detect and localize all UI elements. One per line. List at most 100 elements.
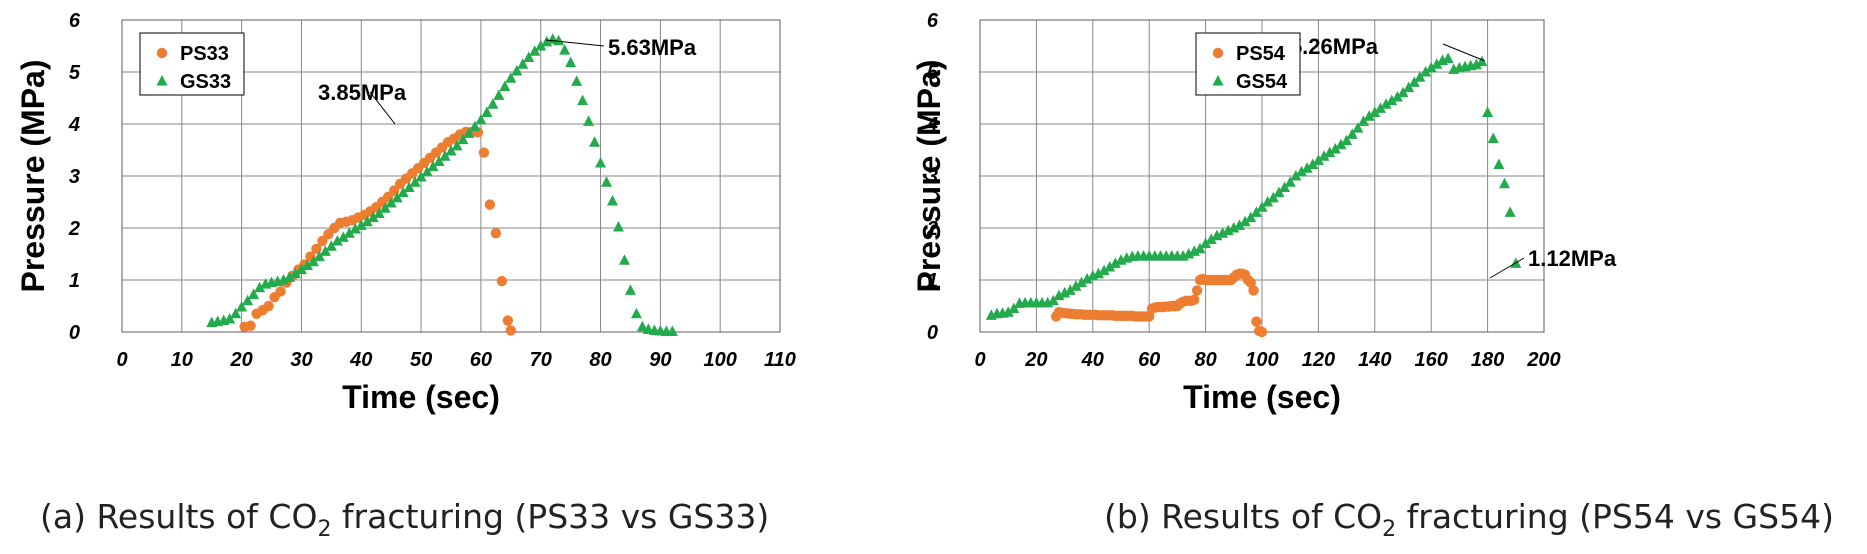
x-tick-label: 80 (589, 349, 611, 371)
annotation-leader (369, 91, 396, 125)
data-point (1425, 61, 1437, 73)
data-point (523, 51, 535, 62)
x-tick-label: 0 (974, 349, 985, 371)
data-point (1504, 206, 1516, 217)
data-point (1358, 115, 1370, 126)
x-tick-label: 40 (349, 349, 372, 371)
data-point (1295, 165, 1307, 177)
data-point (1047, 294, 1059, 306)
data-point (529, 45, 541, 56)
data-point (427, 160, 439, 172)
data-point (583, 115, 595, 126)
x-tick-label: 60 (1138, 349, 1160, 371)
data-point (245, 320, 256, 331)
data-point (1499, 177, 1511, 189)
data-point (1251, 316, 1262, 327)
data-point (325, 240, 337, 251)
data-point (1104, 261, 1116, 272)
legend: PS54 GS54 (1195, 32, 1301, 96)
data-point (1273, 186, 1285, 198)
data-point (517, 58, 529, 69)
y-tick-label: 0 (69, 322, 80, 344)
data-point (1098, 264, 1110, 276)
x-tick-label: 20 (1024, 349, 1047, 371)
legend-label: PS54 (1236, 43, 1286, 65)
data-point (1374, 102, 1386, 113)
data-point (1414, 71, 1426, 82)
data-point (624, 284, 636, 295)
data-point (1487, 132, 1499, 144)
data-point (1391, 90, 1403, 102)
y-axis-label: Pressure (MPa) (911, 60, 947, 293)
data-point (337, 231, 349, 242)
data-point (379, 202, 391, 213)
y-tick-label: 1 (69, 270, 80, 292)
data-point (1470, 58, 1482, 70)
y-tick-label: 2 (926, 218, 938, 240)
legend: PS33 GS33 (139, 32, 245, 96)
x-tick-label: 160 (1415, 349, 1448, 371)
y-axis-label: Pressure (MPa) (15, 60, 51, 293)
y-tick-label: 3 (927, 166, 938, 188)
data-point (589, 136, 601, 147)
legend-label: GS54 (1236, 71, 1288, 93)
data-point (1408, 76, 1420, 87)
data-point (1335, 138, 1347, 150)
x-tick-label: 50 (410, 349, 432, 371)
x-tick-label: 60 (470, 349, 492, 371)
data-point (445, 145, 457, 156)
data-point (478, 147, 490, 158)
data-point (355, 219, 367, 230)
x-tick-label: 200 (1526, 349, 1560, 371)
legend-marker (156, 47, 168, 59)
data-point (1476, 55, 1488, 67)
annotation-leader (1442, 43, 1486, 62)
x-axis-label: Time (sec) (1183, 379, 1341, 415)
data-point (1329, 142, 1341, 154)
x-tick-label: 40 (1081, 349, 1104, 371)
data-point (391, 191, 403, 203)
data-point (313, 250, 325, 262)
data-point (469, 120, 481, 132)
data-point (1318, 150, 1330, 161)
data-point (1397, 86, 1409, 98)
data-point (1341, 134, 1353, 146)
x-tick-label: 120 (1302, 349, 1335, 371)
data-point (283, 271, 295, 282)
data-point (1386, 94, 1398, 106)
x-tick-label: 180 (1471, 349, 1504, 371)
data-point (1431, 58, 1443, 69)
data-point (487, 98, 499, 109)
data-point (1420, 66, 1432, 77)
data-point (1250, 206, 1262, 217)
data-point (263, 300, 274, 312)
data-point (1284, 176, 1296, 187)
y-tick-label: 3 (69, 166, 80, 188)
legend-marker (156, 75, 168, 86)
chart-b: 0 20 40 60 80 100 120 140 160 180 200 0 1 2 3 4 5 6 Time (… (911, 10, 1834, 542)
data-point (421, 165, 433, 177)
data-point (433, 155, 445, 166)
data-point (254, 281, 266, 293)
data-point (607, 194, 619, 206)
data-point (403, 181, 415, 192)
y-tick-label: 5 (69, 62, 81, 84)
data-point (224, 313, 236, 324)
data-point (275, 286, 286, 297)
data-point (1442, 52, 1454, 63)
data-point (1307, 158, 1319, 170)
data-point (565, 56, 577, 68)
data-point (385, 197, 397, 208)
data-point (499, 80, 511, 92)
annotation-leader (1489, 257, 1525, 279)
data-point (1076, 276, 1088, 288)
plot-frame (121, 19, 781, 333)
data-point (1109, 257, 1121, 268)
data-point (1245, 277, 1256, 288)
series-ps33 (239, 126, 517, 336)
data-point (242, 294, 254, 306)
y-tick-label: 4 (68, 114, 80, 136)
data-point (1290, 170, 1302, 181)
data-point (1256, 326, 1268, 338)
annotation-label: 5.26MPa (1290, 34, 1379, 59)
